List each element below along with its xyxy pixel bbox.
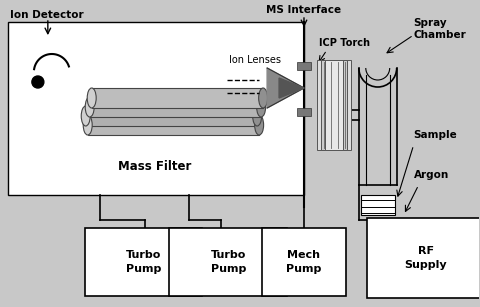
Ellipse shape [256, 97, 265, 117]
Ellipse shape [252, 106, 261, 126]
Bar [89, 97, 261, 117]
Ellipse shape [87, 88, 96, 108]
Text: Argon: Argon [413, 170, 448, 180]
Bar [316, 60, 350, 150]
Text: Mech
Pump: Mech Pump [286, 251, 321, 274]
Ellipse shape [85, 97, 94, 117]
Bar [8, 22, 303, 195]
Bar [262, 228, 345, 296]
Bar [360, 195, 394, 215]
Text: Spray
Chamber: Spray Chamber [413, 18, 466, 40]
Bar [296, 108, 310, 116]
Bar [85, 106, 257, 126]
Bar [169, 228, 287, 296]
Bar [366, 218, 480, 298]
Ellipse shape [258, 88, 267, 108]
Bar [92, 88, 263, 108]
Text: Ion Detector: Ion Detector [10, 10, 84, 20]
Text: Turbo
Pump: Turbo Pump [126, 251, 161, 274]
Bar [324, 60, 342, 150]
Polygon shape [278, 78, 303, 98]
Circle shape [32, 76, 44, 88]
Text: Sample: Sample [413, 130, 456, 140]
Polygon shape [266, 68, 303, 108]
Text: ICP Torch: ICP Torch [318, 38, 369, 48]
Bar [296, 62, 310, 70]
Ellipse shape [254, 115, 263, 135]
Bar [84, 228, 202, 296]
Text: Ion Lenses: Ion Lenses [229, 55, 281, 65]
Ellipse shape [83, 115, 92, 135]
Text: MS Interface: MS Interface [266, 5, 341, 15]
Bar [320, 60, 346, 150]
Text: Mass Filter: Mass Filter [118, 160, 191, 173]
Text: RF
Supply: RF Supply [403, 247, 446, 270]
Text: Turbo
Pump: Turbo Pump [210, 251, 245, 274]
Bar [87, 115, 259, 135]
Ellipse shape [81, 106, 90, 126]
